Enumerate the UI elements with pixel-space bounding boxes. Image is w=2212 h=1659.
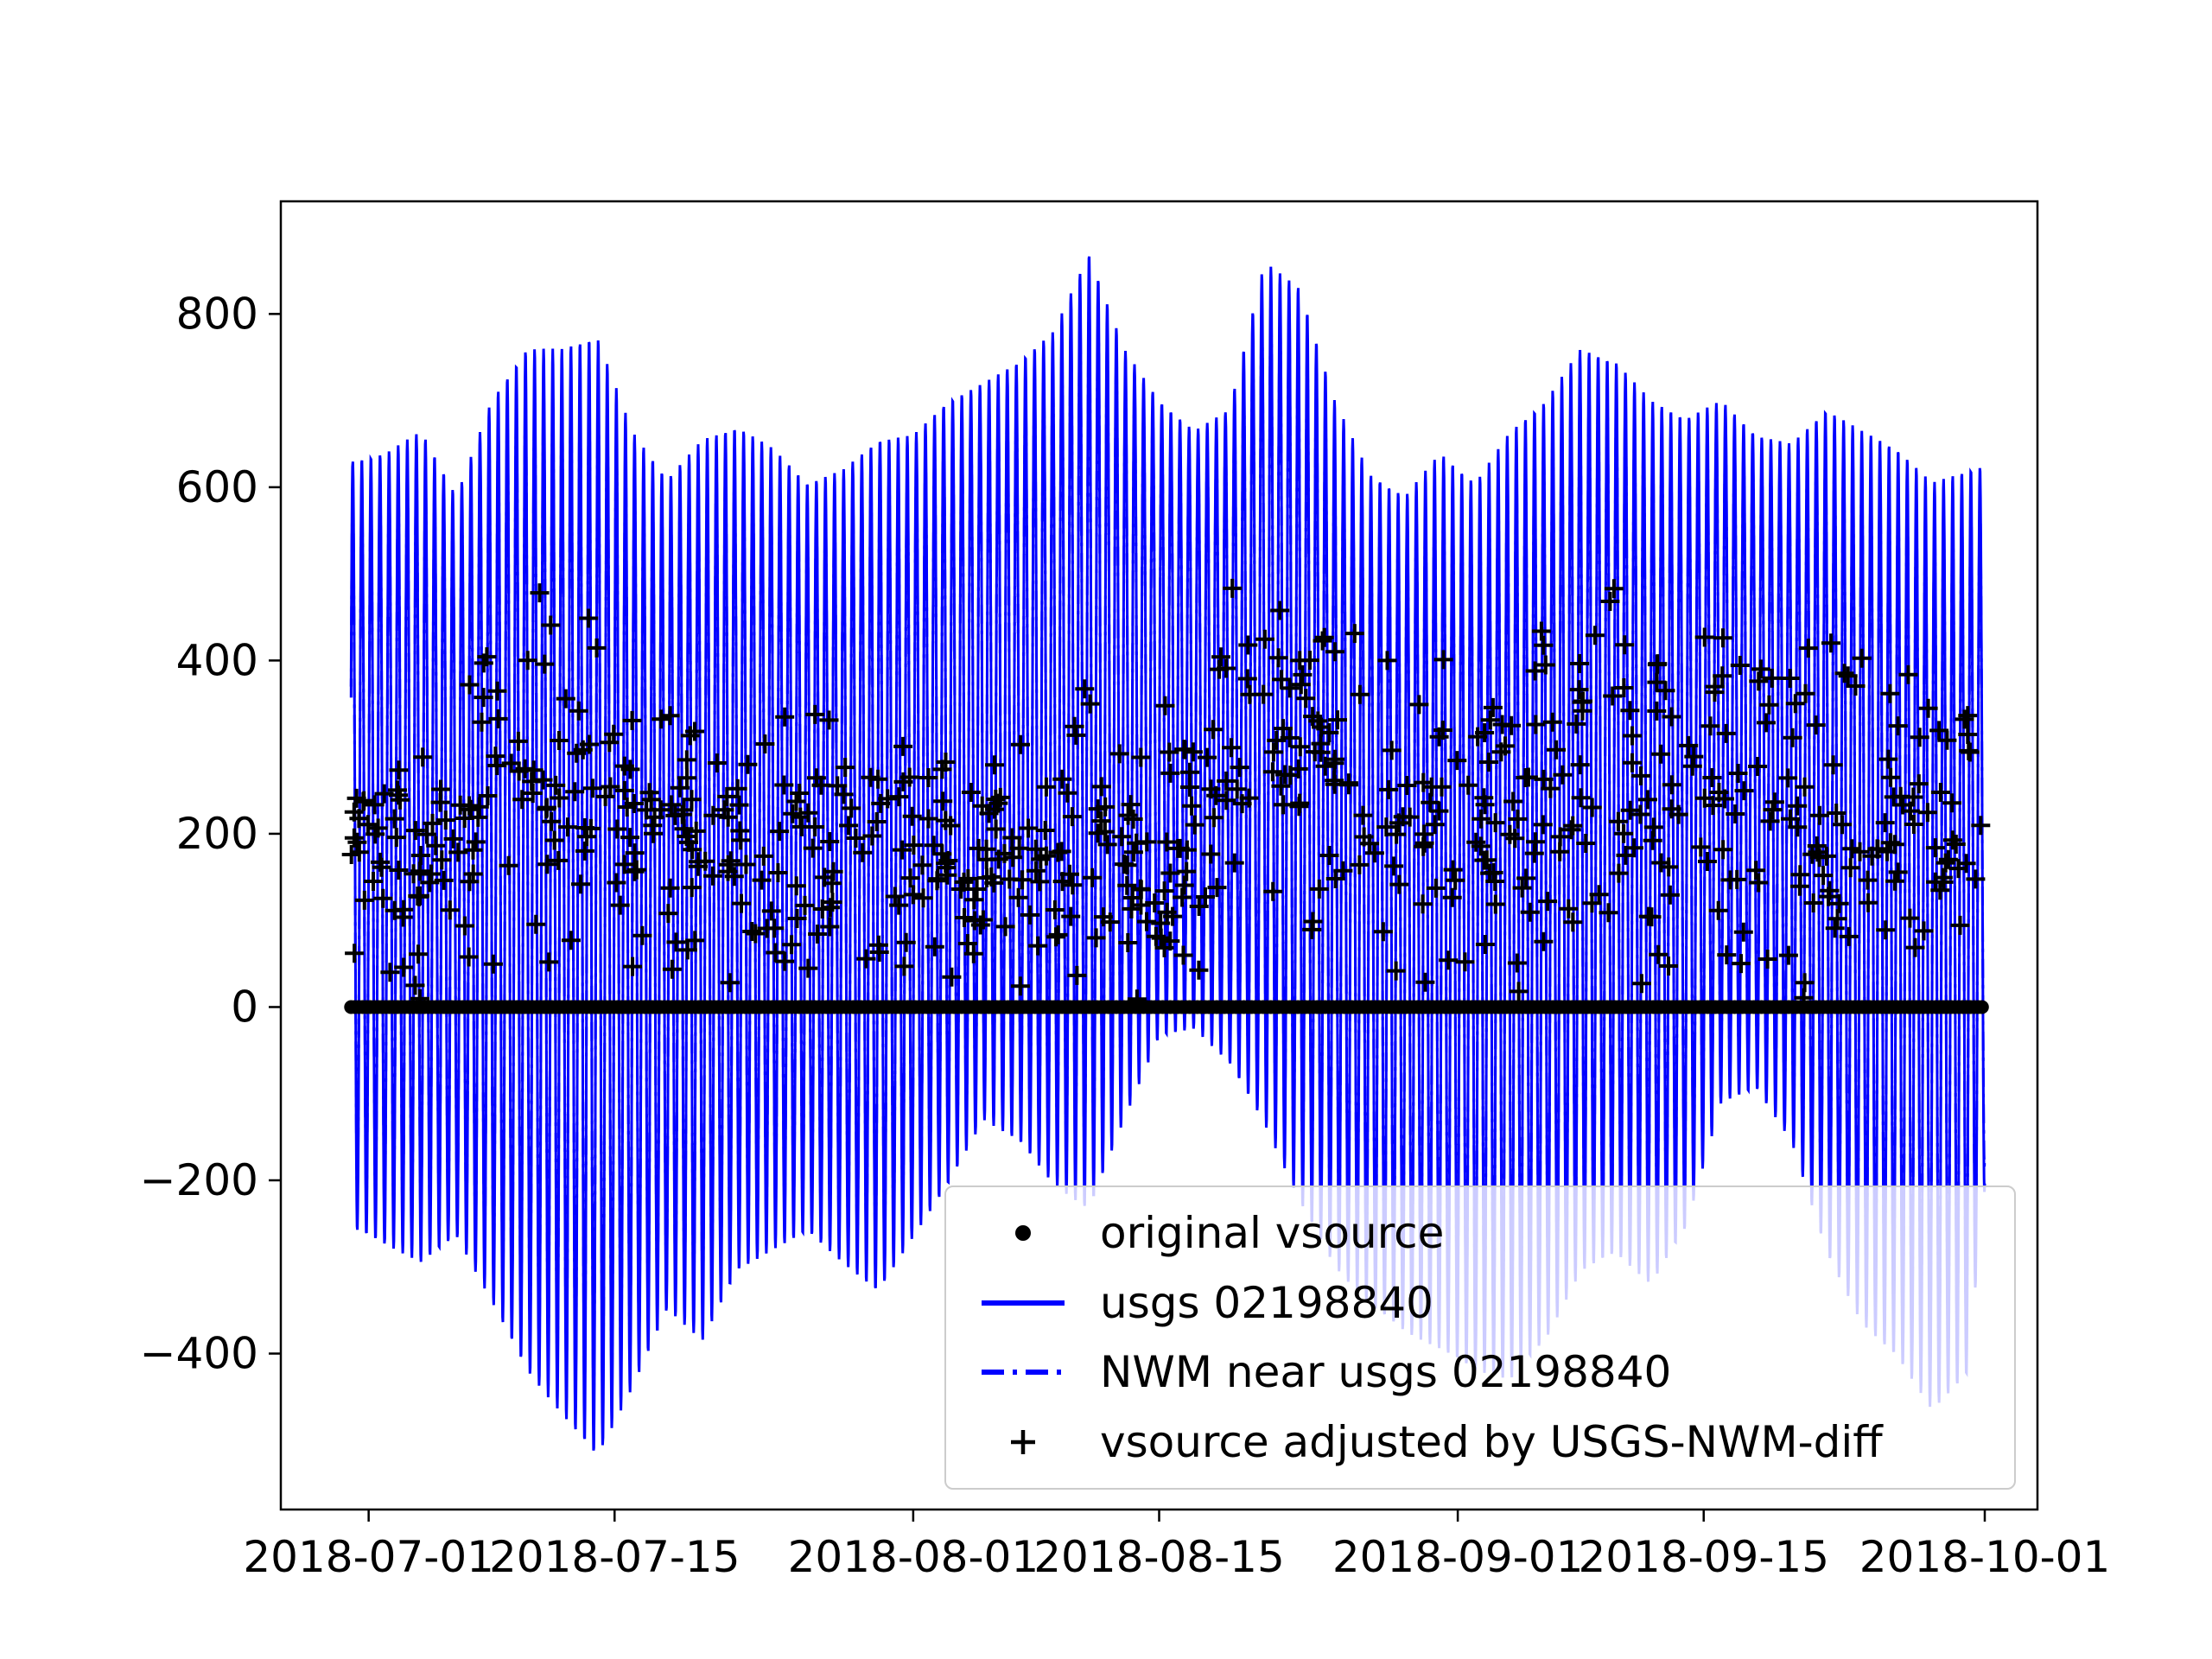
usgs-series-line xyxy=(349,256,1986,1451)
x-tick-label: 2018-08-15 xyxy=(1033,1532,1285,1582)
legend: original vsource usgs 02198840 NWM near … xyxy=(944,1185,2016,1490)
y-tick-label: 0 xyxy=(231,982,258,1032)
legend-item-usgs: usgs 02198840 xyxy=(976,1271,1985,1335)
legend-item-nwm: NWM near usgs 02198840 xyxy=(976,1340,1985,1404)
x-tick-label: 2018-09-01 xyxy=(1332,1532,1584,1582)
legend-label-nwm: NWM near usgs 02198840 xyxy=(1100,1347,1672,1398)
legend-item-original-vsource: original vsource xyxy=(976,1201,1985,1265)
x-tick-label: 2018-07-01 xyxy=(243,1532,494,1582)
x-tick-label: 2018-09-15 xyxy=(1578,1532,1829,1582)
dashdot-line-marker-icon xyxy=(976,1367,1071,1377)
plus-marker-icon xyxy=(976,1427,1071,1457)
y-tick-label: 400 xyxy=(176,635,258,685)
x-tick-label: 2018-07-15 xyxy=(489,1532,741,1582)
x-tick-label: 2018-10-01 xyxy=(1859,1532,2111,1582)
y-tick-label: 800 xyxy=(176,289,258,339)
y-tick-label: 600 xyxy=(176,462,258,512)
y-tick-label: −400 xyxy=(140,1329,258,1379)
legend-label-vsource-adjusted: vsource adjusted by USGS-NWM-diff xyxy=(1100,1416,1883,1467)
solid-line-marker-icon xyxy=(976,1298,1071,1308)
vsource-adjusted-plus-markers xyxy=(341,578,1991,1009)
y-tick-label: 200 xyxy=(176,809,258,859)
legend-item-vsource-adjusted: vsource adjusted by USGS-NWM-diff xyxy=(976,1410,1985,1474)
dot-marker-icon xyxy=(976,1225,1071,1241)
legend-label-original-vsource: original vsource xyxy=(1100,1208,1445,1258)
original-vsource-dots xyxy=(344,1000,1989,1014)
x-tick-label: 2018-08-01 xyxy=(788,1532,1039,1582)
y-tick-label: −200 xyxy=(140,1155,258,1205)
legend-label-usgs: usgs 02198840 xyxy=(1100,1277,1433,1328)
